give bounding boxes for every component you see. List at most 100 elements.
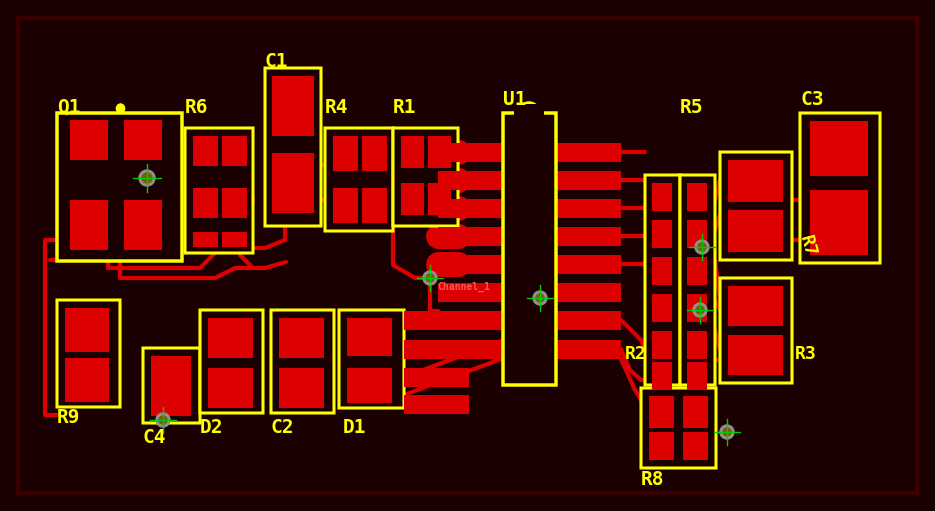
Bar (222, 136, 247, 166)
Bar (347, 318, 392, 356)
Bar (687, 257, 707, 285)
Bar (438, 227, 503, 246)
Bar (404, 395, 469, 414)
Text: D1: D1 (343, 418, 367, 437)
Bar (428, 136, 451, 168)
Bar (428, 183, 451, 215)
Text: C4: C4 (143, 428, 166, 447)
Bar (200, 310, 263, 413)
Text: C1: C1 (265, 52, 289, 71)
Bar (556, 143, 621, 162)
Bar (556, 255, 621, 274)
Circle shape (426, 274, 434, 282)
Bar (652, 257, 672, 285)
Bar (272, 153, 314, 213)
Bar (728, 210, 783, 252)
Bar (124, 120, 162, 160)
Text: R7: R7 (796, 233, 819, 259)
Bar (208, 368, 253, 408)
Bar (720, 152, 792, 260)
Bar (222, 188, 247, 218)
Bar (687, 331, 707, 359)
Bar (800, 113, 880, 263)
Bar (687, 362, 707, 390)
Bar (652, 362, 672, 390)
Text: R1: R1 (393, 98, 416, 117)
Bar (652, 294, 672, 322)
Bar (645, 175, 680, 385)
Bar (556, 227, 621, 246)
Text: C2: C2 (271, 418, 295, 437)
Bar (333, 136, 358, 171)
Bar (265, 68, 321, 226)
Bar (438, 171, 503, 190)
Text: U1: U1 (503, 90, 526, 109)
Bar (401, 183, 424, 215)
Bar (339, 310, 404, 408)
Bar (652, 331, 672, 359)
Bar (404, 311, 469, 330)
Bar (208, 318, 253, 358)
Bar (222, 232, 247, 247)
Text: R6: R6 (185, 98, 209, 117)
Bar (333, 188, 358, 223)
Bar (393, 128, 458, 226)
Bar (649, 396, 674, 428)
Bar (279, 318, 324, 358)
Text: R9: R9 (57, 408, 80, 427)
Bar (438, 143, 503, 162)
Circle shape (156, 413, 170, 427)
Bar (124, 200, 162, 250)
Circle shape (720, 425, 734, 439)
Bar (57, 113, 182, 261)
Bar (556, 283, 621, 302)
Bar (514, 104, 544, 116)
Bar (687, 183, 707, 211)
Bar (271, 310, 334, 413)
Text: R2: R2 (625, 345, 647, 363)
Circle shape (142, 173, 152, 183)
Bar (438, 311, 503, 330)
Text: C3: C3 (800, 90, 824, 109)
Text: Q1: Q1 (57, 98, 80, 117)
Bar (185, 128, 253, 253)
Circle shape (533, 291, 547, 305)
Bar (57, 300, 120, 407)
Bar (151, 356, 191, 416)
Bar (193, 188, 218, 218)
Bar (438, 199, 503, 218)
Bar (687, 220, 707, 248)
Bar (65, 358, 109, 402)
Text: R4: R4 (325, 98, 349, 117)
Bar (401, 136, 424, 168)
Bar (687, 294, 707, 322)
Bar (362, 136, 387, 171)
Bar (680, 175, 715, 385)
Bar (438, 283, 503, 302)
Bar (193, 232, 218, 247)
Bar (279, 368, 324, 408)
Bar (556, 311, 621, 330)
Circle shape (159, 416, 167, 424)
Bar (70, 120, 108, 160)
Bar (556, 199, 621, 218)
Circle shape (696, 306, 704, 314)
Bar (143, 348, 200, 423)
Bar (438, 340, 503, 359)
Text: R5: R5 (680, 98, 703, 117)
Bar (65, 308, 109, 352)
Bar (720, 278, 792, 383)
Circle shape (698, 243, 706, 251)
Bar (652, 183, 672, 211)
Text: D2: D2 (200, 418, 223, 437)
Bar (404, 340, 469, 359)
Bar (810, 190, 868, 255)
Bar (325, 128, 393, 231)
Text: R3: R3 (795, 345, 817, 363)
Bar (810, 121, 868, 176)
Bar (362, 188, 387, 223)
Circle shape (423, 271, 437, 285)
Bar (347, 368, 392, 403)
Bar (404, 368, 469, 387)
Circle shape (723, 428, 731, 436)
